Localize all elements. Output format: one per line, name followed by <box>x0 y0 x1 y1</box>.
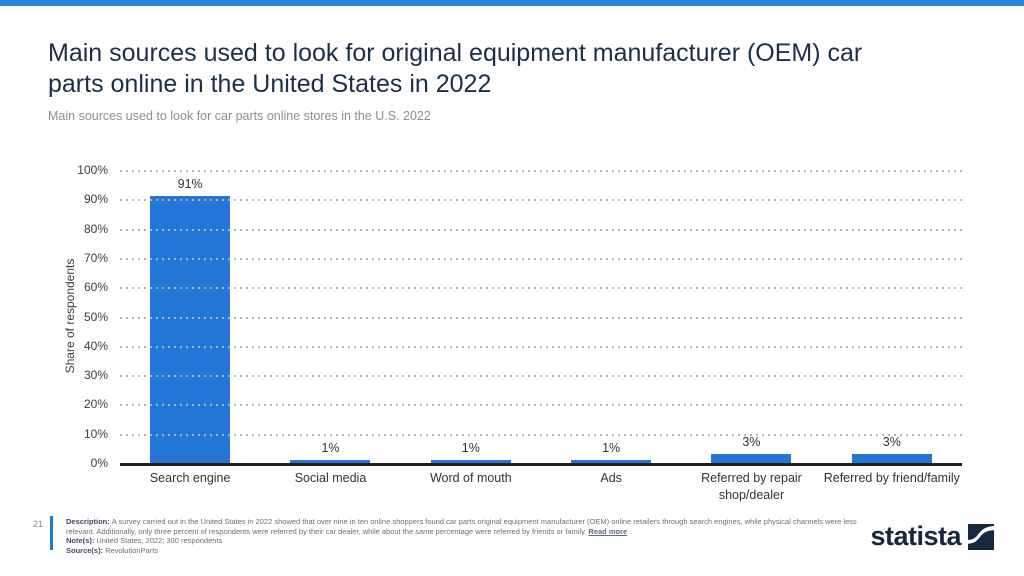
bar-value-label: 1% <box>602 441 621 456</box>
bar-value-label: 1% <box>461 441 480 456</box>
description-paragraph: Description: A survey carried out in the … <box>66 517 864 536</box>
statista-logo-icon <box>968 523 994 550</box>
source-text: RevolutionParts <box>105 545 159 555</box>
bar-slot: 1% <box>260 170 400 463</box>
footer-text-block: Description: A survey carried out in the … <box>66 517 864 555</box>
notes-text: United States; 2022; 300 respondents <box>96 536 223 545</box>
gridline <box>120 316 962 319</box>
bar-slot: 1% <box>541 170 681 463</box>
read-more-link[interactable]: Read more <box>588 526 628 536</box>
gridline <box>120 170 962 172</box>
x-category-label: Social media <box>260 470 400 504</box>
gridline <box>120 228 962 231</box>
bar-value-label: 1% <box>321 441 340 456</box>
statista-logo: statista <box>870 521 994 552</box>
description-text: A survey carried out in the United State… <box>66 517 857 536</box>
y-axis-ticks: 0% 10% 20% 30% 40% 50% 60% 70% 80% 90% 100% <box>30 163 108 470</box>
footer-accent-bar <box>50 516 53 550</box>
x-category-line: shop/dealer <box>718 488 785 502</box>
bar-value-label: 91% <box>177 177 203 192</box>
page-number: 21 <box>33 519 44 529</box>
notes-paragraph: Note(s): United States; 2022; 300 respond… <box>66 536 864 546</box>
y-tick-label: 60% <box>83 280 108 295</box>
x-category-line: Social media <box>294 471 367 485</box>
y-tick-label: 90% <box>83 192 108 207</box>
bar-value-label: 3% <box>742 435 761 450</box>
gridline <box>120 345 962 348</box>
y-tick-label: 30% <box>83 368 108 383</box>
bar-2 <box>430 460 511 463</box>
gridline <box>120 287 962 290</box>
bar-5 <box>851 454 932 463</box>
bar-slot: 1% <box>401 170 541 463</box>
page-subtitle: Main sources used to look for car parts … <box>48 109 431 123</box>
source-paragraph: Source(s): RevolutionParts <box>66 546 864 556</box>
notes-label: Note(s): <box>66 536 95 545</box>
x-axis-labels: Search engine Social media Word of mouth Ad… <box>120 470 962 504</box>
x-category-label: Ads <box>541 470 681 504</box>
x-category-label: Word of mouth <box>401 470 541 504</box>
x-category-label: Search engine <box>120 470 260 504</box>
bar-slot: 3% <box>681 170 821 463</box>
y-tick-label: 10% <box>83 426 108 441</box>
x-category-line: Referred by repair <box>701 471 802 485</box>
x-category-line: Search engine <box>149 471 231 485</box>
gridline <box>120 257 962 260</box>
x-category-line: Referred by friend/family <box>823 471 960 485</box>
description-label: Description: <box>66 517 110 526</box>
gridline <box>120 404 962 407</box>
y-tick-label: 70% <box>83 250 108 265</box>
top-accent-bar <box>0 0 1024 6</box>
bar-4 <box>711 454 792 463</box>
page-title: Main sources used to look for original e… <box>48 38 998 100</box>
plot-area: 91% 1% 1% 1% 3% 3% <box>120 170 962 466</box>
gridline <box>120 433 962 436</box>
statista-logo-text: statista <box>870 521 961 551</box>
bar-slot: 3% <box>822 170 962 463</box>
bar-0 <box>150 196 231 463</box>
gridline <box>120 199 962 202</box>
y-tick-label: 0% <box>90 456 108 470</box>
bars-row: 91% 1% 1% 1% 3% 3% <box>120 170 962 463</box>
x-category-label: Referred by friend/family <box>822 470 962 504</box>
y-tick-label: 20% <box>83 397 108 412</box>
x-category-label: Referred by repair shop/dealer <box>681 470 821 504</box>
y-tick-label: 80% <box>83 221 108 236</box>
y-tick-label: 40% <box>83 338 108 353</box>
y-tick-label: 50% <box>83 309 108 324</box>
x-category-line: Word of mouth <box>429 471 512 485</box>
bar-slot: 91% <box>120 170 260 463</box>
x-category-line: Ads <box>600 471 622 485</box>
page-title-line-2: parts online in the United States in 202… <box>48 70 492 98</box>
bar-3 <box>571 460 652 463</box>
bar-value-label: 3% <box>882 435 901 450</box>
page-title-line-1: Main sources used to look for original e… <box>48 39 863 67</box>
y-tick-label: 100% <box>77 163 108 177</box>
gridline <box>120 375 962 378</box>
source-label: Source(s): <box>66 545 104 555</box>
bar-1 <box>290 460 371 463</box>
